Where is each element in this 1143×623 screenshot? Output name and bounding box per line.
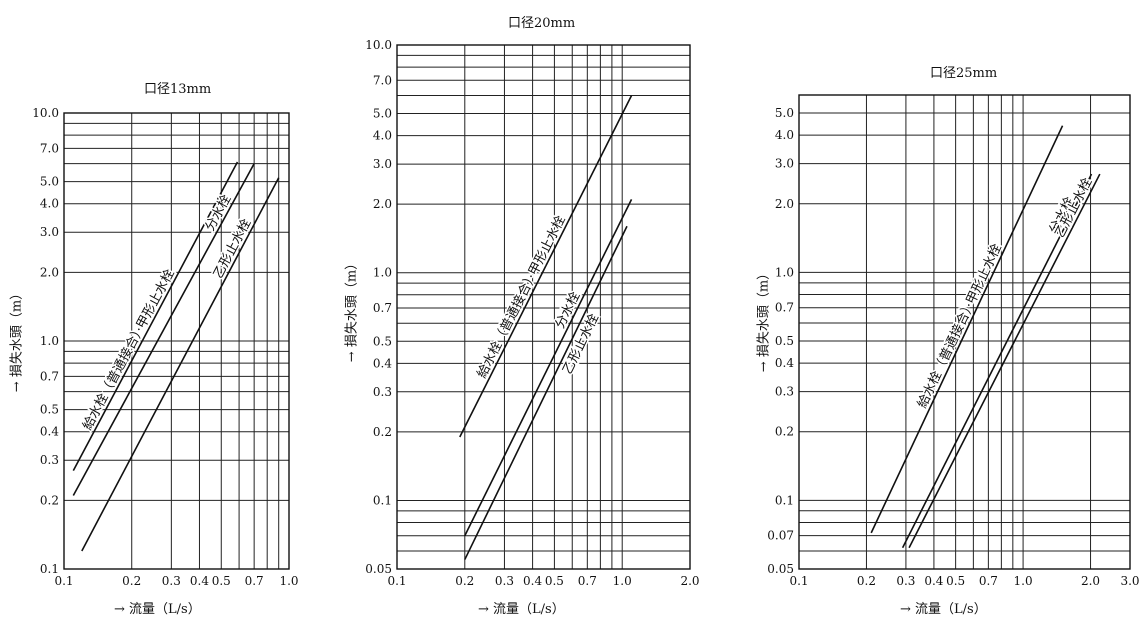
series-line bbox=[72, 161, 239, 472]
y-tick-label: 1.0 bbox=[775, 265, 794, 279]
x-tick-label: 0.3 bbox=[162, 574, 181, 588]
y-tick-label: 5.0 bbox=[40, 175, 59, 189]
y-tick-label: 0.7 bbox=[373, 301, 392, 315]
y-tick-label: 0.4 bbox=[373, 356, 392, 370]
chart-13mm: 0.10.20.30.40.50.71.02.03.04.05.07.010.0… bbox=[32, 106, 298, 588]
series-label: 分水栓 bbox=[203, 192, 235, 233]
y-tick-label: 0.5 bbox=[40, 403, 59, 417]
x-tick-label: 0.4 bbox=[190, 574, 209, 588]
x-tick-label: 0.4 bbox=[924, 574, 943, 588]
y-tick-label: 4.0 bbox=[373, 129, 392, 143]
ylabel-20mm: → 損失水頭（m） bbox=[344, 256, 360, 363]
y-tick-label: 0.5 bbox=[775, 334, 794, 348]
chart-title-25mm: 口径25mm bbox=[930, 66, 998, 81]
y-tick-label: 0.4 bbox=[775, 356, 794, 370]
x-tick-label: 1.0 bbox=[279, 574, 298, 588]
y-tick-label: 5.0 bbox=[373, 107, 392, 121]
x-tick-label: 3.0 bbox=[1120, 574, 1139, 588]
xlabel-25mm: → 流量（L/s） bbox=[900, 602, 987, 617]
y-tick-label: 0.7 bbox=[775, 301, 794, 315]
y-tick-label: 5.0 bbox=[775, 106, 794, 120]
ylabel-25mm: → 損失水頭（m） bbox=[756, 266, 772, 373]
y-tick-label: 0.2 bbox=[775, 425, 794, 439]
y-tick-label: 0.3 bbox=[373, 385, 392, 399]
x-tick-label: 1.0 bbox=[613, 574, 632, 588]
y-tick-label: 7.0 bbox=[40, 141, 59, 155]
y-tick-label: 2.0 bbox=[775, 197, 794, 211]
x-tick-label: 2.0 bbox=[1081, 574, 1100, 588]
y-tick-label: 0.2 bbox=[40, 493, 59, 507]
plot-frame bbox=[63, 112, 290, 570]
y-tick-label: 4.0 bbox=[775, 128, 794, 142]
y-tick-label: 1.0 bbox=[373, 266, 392, 280]
chart-20mm: 0.050.10.20.30.40.50.71.02.03.04.05.07.0… bbox=[365, 38, 699, 588]
x-tick-label: 0.7 bbox=[578, 574, 597, 588]
x-tick-label: 0.4 bbox=[523, 574, 542, 588]
y-tick-label: 0.1 bbox=[373, 493, 392, 507]
y-tick-label: 2.0 bbox=[373, 197, 392, 211]
y-tick-label: 10.0 bbox=[32, 106, 59, 120]
x-tick-label: 0.5 bbox=[212, 574, 231, 588]
y-tick-label: 0.4 bbox=[40, 425, 59, 439]
x-tick-label: 0.2 bbox=[122, 574, 141, 588]
y-tick-label: 0.7 bbox=[40, 369, 59, 383]
x-tick-label: 0.2 bbox=[857, 574, 876, 588]
y-tick-label: 0.1 bbox=[40, 562, 59, 576]
series-label: 給水栓（普通接合）·甲形止水栓 bbox=[79, 267, 177, 433]
series-line bbox=[72, 163, 255, 496]
series-line bbox=[464, 225, 628, 560]
y-tick-label: 3.0 bbox=[775, 157, 794, 171]
y-tick-label: 3.0 bbox=[40, 225, 59, 239]
y-tick-label: 1.0 bbox=[40, 334, 59, 348]
series-line bbox=[459, 95, 633, 438]
chart-25mm: 0.050.070.10.20.30.40.50.71.02.03.04.05.… bbox=[767, 94, 1140, 588]
y-tick-label: 0.5 bbox=[373, 334, 392, 348]
series-line bbox=[908, 173, 1101, 549]
series-line bbox=[901, 173, 1093, 549]
y-tick-label: 0.2 bbox=[373, 425, 392, 439]
x-tick-label: 0.5 bbox=[946, 574, 965, 588]
y-tick-label: 10.0 bbox=[365, 38, 392, 52]
x-tick-label: 0.7 bbox=[979, 574, 998, 588]
x-tick-label: 0.5 bbox=[545, 574, 564, 588]
x-tick-label: 0.7 bbox=[245, 574, 264, 588]
x-tick-label: 0.1 bbox=[387, 574, 406, 588]
x-tick-label: 0.3 bbox=[495, 574, 514, 588]
xlabel-13mm: → 流量（L/s） bbox=[114, 602, 201, 617]
x-tick-label: 0.2 bbox=[455, 574, 474, 588]
x-tick-label: 2.0 bbox=[680, 574, 699, 588]
x-tick-label: 1.0 bbox=[1014, 574, 1033, 588]
y-tick-label: 0.07 bbox=[767, 529, 794, 543]
y-tick-label: 2.0 bbox=[40, 265, 59, 279]
y-tick-label: 0.05 bbox=[767, 562, 794, 576]
plot-frame bbox=[798, 94, 1131, 570]
y-tick-label: 0.1 bbox=[775, 493, 794, 507]
y-tick-label: 4.0 bbox=[40, 197, 59, 211]
x-tick-label: 0.3 bbox=[896, 574, 915, 588]
y-tick-label: 0.05 bbox=[365, 562, 392, 576]
x-tick-label: 0.1 bbox=[54, 574, 73, 588]
xlabel-20mm: → 流量（L/s） bbox=[478, 602, 565, 617]
chart-title-20mm: 口径20mm bbox=[508, 16, 576, 31]
y-tick-label: 0.3 bbox=[775, 385, 794, 399]
series-line bbox=[81, 177, 280, 552]
series-line bbox=[464, 198, 633, 537]
y-tick-label: 3.0 bbox=[373, 157, 392, 171]
y-tick-label: 7.0 bbox=[373, 73, 392, 87]
plot-frame bbox=[396, 44, 691, 570]
chart-title-13mm: 口径13mm bbox=[144, 82, 212, 97]
x-tick-label: 0.1 bbox=[789, 574, 808, 588]
ylabel-13mm: → 損失水頭（m） bbox=[9, 286, 25, 393]
y-tick-label: 0.3 bbox=[40, 453, 59, 467]
series-line bbox=[870, 125, 1064, 534]
